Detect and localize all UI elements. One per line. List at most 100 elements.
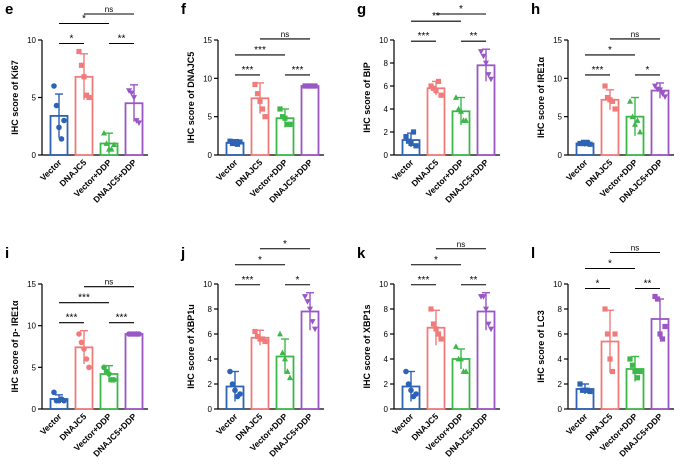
y-tick-label: 0	[384, 405, 389, 414]
data-point	[128, 90, 135, 97]
y-tick-label: 8	[384, 305, 389, 314]
significance-label: **	[470, 275, 478, 286]
data-point	[101, 364, 107, 371]
data-point	[108, 146, 115, 152]
significance-label: *	[258, 255, 262, 266]
data-point	[659, 91, 666, 97]
data-point	[627, 356, 633, 362]
y-tick-label: 15	[553, 36, 562, 45]
y-tick-label: 15	[203, 36, 212, 45]
y-axis-label: IHC score of DNAJC5	[186, 52, 196, 144]
data-point	[433, 326, 439, 332]
data-point	[282, 115, 288, 121]
y-tick-label: 0	[208, 405, 213, 414]
y-tick-label: 6	[208, 330, 213, 339]
data-point	[232, 387, 238, 394]
data-point	[307, 306, 313, 313]
y-tick-label: 0	[32, 151, 37, 160]
data-point	[659, 336, 666, 342]
data-point	[410, 129, 417, 135]
data-point	[287, 121, 293, 127]
data-point	[413, 391, 419, 397]
data-point	[78, 62, 85, 68]
panel-letter-i: i	[5, 245, 9, 262]
data-point	[262, 114, 268, 120]
data-point	[453, 94, 459, 100]
data-point	[488, 76, 494, 83]
data-point	[51, 83, 57, 89]
data-point	[483, 60, 489, 67]
data-point	[282, 355, 288, 362]
data-point	[453, 343, 459, 349]
data-point	[485, 321, 492, 328]
significance-label: ***	[66, 313, 78, 324]
significance-label: ***	[116, 313, 128, 324]
data-point	[662, 94, 668, 100]
significance-label: ns	[105, 5, 113, 14]
data-point	[237, 139, 243, 145]
bar-DNAJC5+DDP	[650, 89, 670, 156]
data-point	[627, 98, 633, 104]
data-point	[488, 326, 494, 333]
data-point	[86, 94, 92, 101]
data-point	[403, 134, 409, 140]
significance-label: ***	[242, 65, 254, 76]
data-point	[612, 106, 618, 112]
data-point	[76, 48, 82, 55]
data-point	[53, 102, 60, 109]
data-point	[61, 117, 67, 124]
significance-label: **	[644, 279, 652, 290]
y-tick-label: 6	[384, 330, 389, 339]
y-axis-label: IHC score of XBP1u	[186, 304, 196, 389]
data-point	[428, 306, 434, 312]
data-point	[657, 331, 663, 337]
data-point	[61, 397, 67, 404]
data-point	[405, 381, 412, 387]
y-tick-label: 0	[558, 151, 563, 160]
y-tick-label: 2	[384, 380, 389, 389]
y-tick-label: 10	[553, 280, 562, 289]
data-point	[662, 323, 668, 330]
y-tick-label: 6	[558, 330, 563, 339]
y-tick-label: 6	[384, 82, 389, 91]
y-tick-label: 4	[384, 355, 389, 364]
y-tick-label: 4	[384, 105, 389, 114]
data-point	[309, 319, 316, 325]
data-point	[408, 387, 414, 394]
data-point	[86, 364, 92, 371]
y-tick-label: 0	[384, 151, 389, 160]
data-point	[252, 328, 258, 335]
data-point	[438, 336, 444, 342]
data-point	[56, 124, 62, 131]
data-point	[480, 294, 487, 300]
data-point	[602, 306, 608, 312]
data-point	[81, 74, 87, 80]
data-point	[279, 349, 286, 356]
panel-letter-e: e	[5, 1, 13, 18]
significance-label: ***	[592, 65, 604, 76]
significance-label: ***	[242, 275, 254, 286]
data-point	[83, 356, 90, 362]
data-point	[106, 371, 112, 377]
y-tick-label: 5	[32, 94, 37, 103]
y-axis-label: IHC score of Ki67	[10, 60, 20, 135]
data-point	[304, 299, 311, 305]
data-point	[312, 83, 318, 89]
data-point	[629, 113, 636, 120]
data-point	[657, 87, 663, 94]
data-point	[76, 331, 82, 337]
data-point	[604, 331, 611, 337]
y-tick-label: 4	[208, 355, 213, 364]
significance-label: **	[470, 31, 478, 42]
data-point	[227, 368, 233, 375]
y-axis-label: IHC score of XBP1s	[362, 304, 372, 388]
data-point	[483, 306, 489, 313]
significance-label: ***	[78, 293, 90, 304]
panel-letter-j: j	[180, 245, 185, 262]
